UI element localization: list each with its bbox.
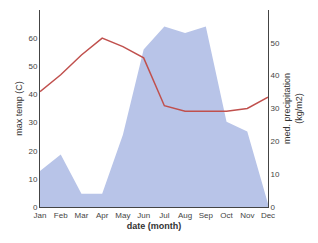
svg-text:Apr: Apr bbox=[96, 211, 109, 220]
svg-text:Aug: Aug bbox=[178, 211, 192, 220]
svg-text:med. precipitation(kg/m2): med. precipitation(kg/m2) bbox=[282, 73, 304, 144]
svg-text:May: May bbox=[115, 211, 130, 220]
svg-text:30: 30 bbox=[28, 118, 37, 127]
svg-text:30: 30 bbox=[271, 104, 280, 113]
svg-text:Feb: Feb bbox=[54, 211, 68, 220]
svg-text:Jul: Jul bbox=[159, 211, 169, 220]
svg-text:Nov: Nov bbox=[240, 211, 254, 220]
svg-text:date (month): date (month) bbox=[127, 221, 182, 231]
svg-text:Jan: Jan bbox=[34, 211, 47, 220]
svg-text:10: 10 bbox=[271, 170, 280, 179]
svg-text:Jun: Jun bbox=[137, 211, 150, 220]
svg-text:Dec: Dec bbox=[261, 211, 275, 220]
svg-text:20: 20 bbox=[271, 137, 280, 146]
svg-text:max temp (C): max temp (C) bbox=[14, 81, 24, 136]
svg-text:20: 20 bbox=[28, 147, 37, 156]
svg-text:Oct: Oct bbox=[220, 211, 233, 220]
svg-text:50: 50 bbox=[271, 39, 280, 48]
svg-text:40: 40 bbox=[271, 71, 280, 80]
svg-text:60: 60 bbox=[28, 34, 37, 43]
svg-text:0: 0 bbox=[33, 203, 38, 212]
svg-text:50: 50 bbox=[28, 62, 37, 71]
svg-text:Sep: Sep bbox=[199, 211, 214, 220]
svg-text:40: 40 bbox=[28, 90, 37, 99]
svg-text:10: 10 bbox=[28, 175, 37, 184]
svg-text:0: 0 bbox=[271, 203, 276, 212]
svg-text:Mar: Mar bbox=[75, 211, 89, 220]
